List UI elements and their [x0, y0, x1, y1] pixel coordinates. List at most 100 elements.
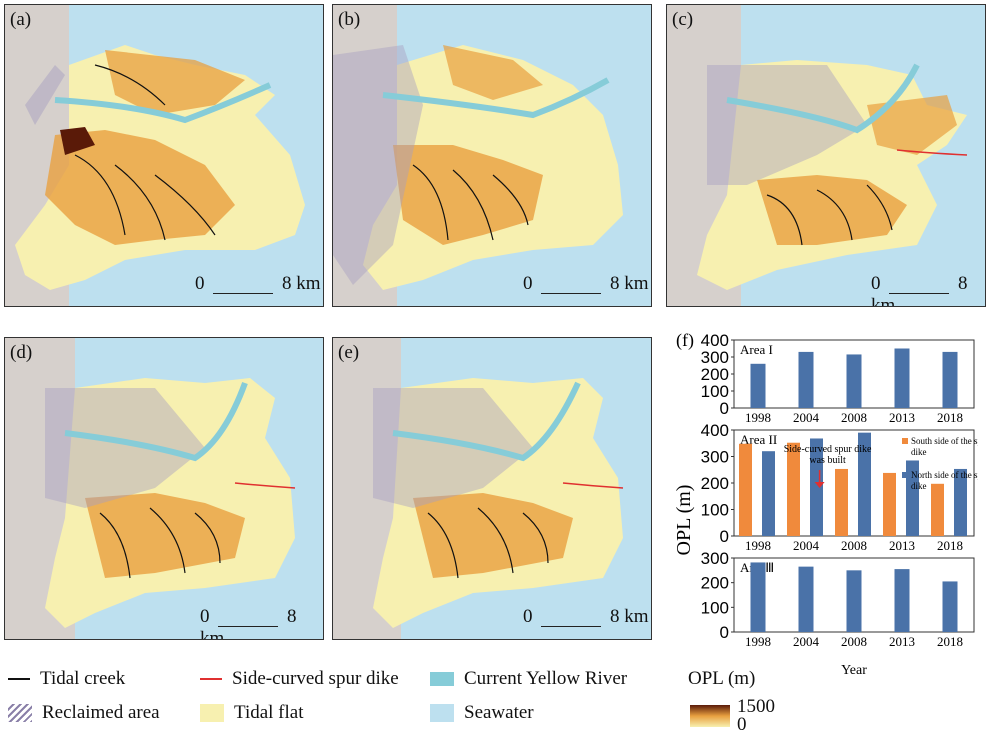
- map-panel-a: (a) 0 8 km: [4, 4, 324, 307]
- scale-bar: 0 8 km: [523, 606, 649, 627]
- x-tick-label: 2004: [793, 634, 820, 649]
- legend-entry: South side of the spur: [911, 436, 978, 446]
- colorbar-title: OPL (m): [688, 668, 756, 689]
- bar: [810, 438, 823, 536]
- map-panel-d: (d) 0 8 km: [4, 337, 324, 640]
- map-panel-c: (c) 0 8 km: [666, 4, 986, 307]
- colorbar-max: 1500: [737, 696, 775, 717]
- y-tick-label: 400: [701, 331, 729, 350]
- bar: [762, 451, 775, 536]
- y-tick-label: 300: [701, 448, 729, 467]
- y-axis-label: OPL (m): [673, 485, 695, 556]
- reclaimed-swatch: [8, 704, 32, 722]
- legend-entry: dike: [911, 447, 927, 457]
- scale-bar: 0 8 km: [871, 273, 968, 307]
- legend-seawater: Seawater: [430, 702, 534, 724]
- x-tick-label: 2004: [793, 538, 820, 553]
- bar: [750, 562, 766, 632]
- bar: [846, 570, 862, 632]
- panel-label: (c): [672, 9, 694, 30]
- bar: [798, 566, 814, 632]
- subplot-title: Area I: [740, 342, 773, 357]
- x-tick-label: 2013: [889, 410, 915, 425]
- bar: [739, 443, 752, 536]
- bar: [906, 460, 919, 536]
- y-tick-label: 400: [701, 421, 729, 440]
- bar: [931, 483, 944, 536]
- panel-label: (a): [10, 9, 32, 30]
- legend-reclaimed: Reclaimed area: [8, 702, 160, 724]
- tidal-flat-swatch: [200, 704, 224, 722]
- y-tick-label: 300: [701, 549, 729, 568]
- spur-dike-swatch: [200, 678, 222, 680]
- bar: [846, 354, 862, 408]
- opl-high-zone: [60, 127, 95, 155]
- y-tick-label: 100: [701, 382, 729, 401]
- x-tick-label: 2018: [937, 410, 963, 425]
- scale-bar: 0 8 km: [523, 273, 649, 294]
- bar: [942, 581, 958, 632]
- map-e-graphic: [333, 338, 624, 639]
- panel-label: (d): [10, 342, 33, 363]
- river-line: [54, 82, 272, 124]
- y-tick-label: 200: [701, 574, 729, 593]
- map-d-graphic: [5, 338, 296, 639]
- panel-label: (b): [338, 9, 361, 30]
- opl-bar-chart: (f) OPL (m) 400 300 200 100 0 Area I 1998 2004 200…: [672, 330, 990, 678]
- bar: [894, 348, 910, 408]
- map-panel-b: (b) 0 8 km: [332, 4, 652, 307]
- bar: [894, 569, 910, 632]
- x-tick-label: 1998: [745, 538, 771, 553]
- bar: [798, 351, 814, 408]
- x-tick-label: 1998: [745, 634, 771, 649]
- subplot-title: Area II: [740, 432, 777, 447]
- y-tick-label: 100: [701, 501, 729, 520]
- river-swatch: [430, 672, 454, 686]
- legend-swatch: [902, 438, 908, 444]
- x-axis-label: Year: [841, 663, 867, 676]
- legend-entry: North side of the spur: [911, 470, 978, 480]
- panel-label: (f): [676, 330, 694, 351]
- y-tick-label: 0: [720, 623, 729, 642]
- x-tick-label: 2013: [889, 634, 915, 649]
- creek-zone-north: [105, 50, 245, 115]
- creek-swatch: [8, 678, 30, 680]
- scale-bar: 0 8 km: [200, 606, 297, 640]
- bar: [835, 468, 848, 536]
- bar: [787, 442, 800, 536]
- y-tick-label: 200: [701, 474, 729, 493]
- legend-swatch: [902, 472, 908, 478]
- scale-line: [213, 273, 274, 294]
- legend-current-river: Current Yellow River: [430, 668, 627, 690]
- x-tick-label: 2008: [841, 538, 867, 553]
- map-panel-e: (e) 0 8 km: [332, 337, 652, 640]
- bar: [750, 363, 766, 408]
- annotation-text: Side-curved spur dike: [784, 444, 872, 455]
- y-tick-label: 200: [701, 365, 729, 384]
- x-tick-label: 2013: [889, 538, 915, 553]
- x-tick-label: 2018: [937, 538, 963, 553]
- x-tick-label: 2004: [793, 410, 820, 425]
- annotation-arrowhead: [814, 482, 825, 488]
- x-tick-label: 2008: [841, 634, 867, 649]
- annotation-text: was built: [809, 455, 846, 466]
- colorbar-ramp: [690, 705, 730, 727]
- bar: [883, 472, 896, 536]
- legend-tidal-flat: Tidal flat: [200, 702, 304, 724]
- creek-lines: [74, 64, 216, 241]
- x-tick-label: 1998: [745, 410, 771, 425]
- y-tick-label: 0: [720, 399, 729, 418]
- y-tick-label: 0: [720, 527, 729, 546]
- seawater-swatch: [430, 704, 454, 722]
- y-tick-label: 300: [701, 348, 729, 367]
- bar: [954, 468, 967, 536]
- scale-bar: 0 8 km: [195, 273, 321, 294]
- map-b-graphic: [333, 5, 623, 306]
- map-a-graphic: [5, 5, 305, 306]
- panel-label: (e): [338, 342, 360, 363]
- legend-tidal-creek: Tidal creek: [8, 668, 125, 690]
- x-tick-label: 2018: [937, 634, 963, 649]
- y-tick-label: 100: [701, 598, 729, 617]
- legend-spur-dike: Side-curved spur dike: [200, 668, 399, 690]
